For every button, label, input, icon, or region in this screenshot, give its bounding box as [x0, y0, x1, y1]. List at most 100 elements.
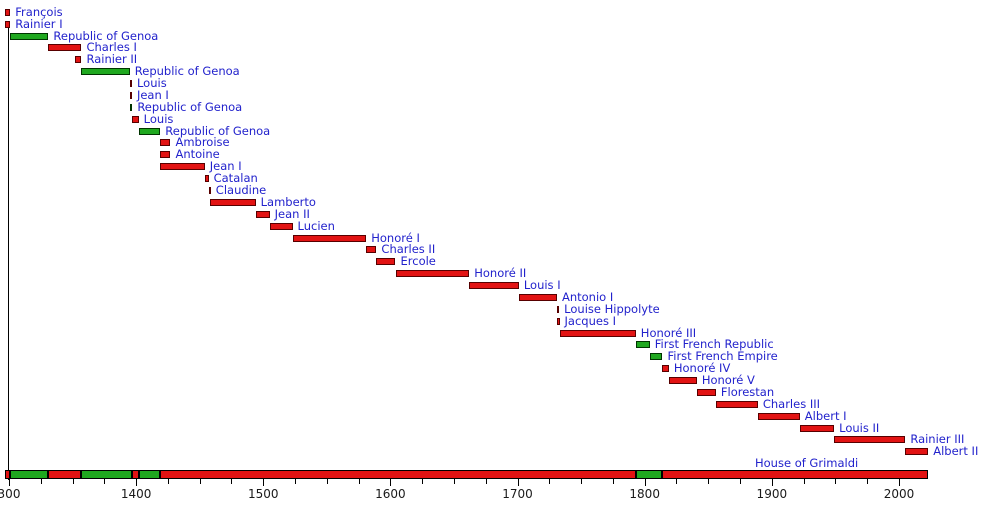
axis-tick-label: 1800	[629, 487, 660, 501]
y-axis-line	[8, 28, 9, 480]
axis-major-tick	[644, 479, 646, 486]
axis-minor-tick	[867, 479, 869, 484]
ruler-label[interactable]: Albert II	[933, 444, 979, 459]
reign-bar	[75, 56, 82, 64]
axis-minor-tick	[676, 479, 678, 484]
ruler-label[interactable]: Lucien	[297, 218, 335, 233]
axis-minor-tick	[835, 479, 837, 484]
axis-minor-tick	[358, 479, 360, 484]
ruler-label[interactable]: Louis I	[523, 278, 561, 293]
ruler-label[interactable]: Rainier I	[15, 16, 63, 31]
ruler-label[interactable]: Rainier III	[910, 432, 965, 447]
axis-tick-label: 1700	[502, 487, 533, 501]
axis-major-tick	[9, 479, 10, 486]
reign-bar	[715, 400, 758, 408]
ruler-label[interactable]: First French Empire	[667, 349, 778, 364]
ruler-label[interactable]: Louis	[143, 111, 174, 126]
reign-bar	[469, 282, 519, 290]
axis-tick-label: 1600	[375, 487, 406, 501]
ruler-label[interactable]: Albert I	[804, 408, 847, 423]
ruler-label[interactable]: Honoré I	[371, 230, 420, 245]
ruler-label[interactable]: Antonio I	[561, 289, 614, 304]
ruler-label[interactable]: Honoré V	[701, 373, 755, 388]
reign-bar	[209, 198, 256, 206]
axis-major-tick	[390, 479, 392, 486]
reign-bar	[292, 234, 367, 242]
ruler-label[interactable]: Claudine	[215, 183, 267, 197]
ruler-label[interactable]: Antoine	[175, 147, 220, 162]
house-bar-segment	[160, 470, 636, 479]
axis-major-tick	[263, 479, 265, 486]
reign-bar	[269, 222, 293, 230]
reign-bar	[662, 365, 669, 373]
reign-bar	[129, 91, 132, 99]
ruler-label[interactable]: Rainier II	[86, 52, 138, 67]
reign-bar	[518, 293, 557, 301]
reign-bar	[696, 388, 716, 396]
reign-bar	[905, 448, 929, 456]
axis-minor-tick	[453, 479, 455, 484]
ruler-label[interactable]: François	[15, 4, 63, 19]
axis-minor-tick	[295, 479, 297, 484]
axis-minor-tick	[199, 479, 201, 484]
ruler-label[interactable]: Jean I	[209, 159, 242, 174]
axis-minor-tick	[104, 479, 106, 484]
ruler-label[interactable]: Honoré III	[640, 325, 697, 340]
ruler-label[interactable]: Republic of Genoa	[134, 64, 240, 79]
ruler-label[interactable]: Louise Hippolyte	[564, 301, 660, 316]
reign-bar	[649, 353, 663, 361]
reign-bar	[559, 329, 636, 337]
reign-bar	[834, 436, 906, 444]
ruler-label[interactable]: Charles I	[86, 40, 137, 55]
house-bar-segment	[81, 470, 133, 479]
ruler-label[interactable]: Honoré IV	[673, 361, 731, 376]
house-bar-segment	[10, 470, 49, 479]
ruler-label[interactable]: Catalan	[213, 171, 258, 186]
axis-minor-tick	[708, 479, 710, 484]
reign-bar	[132, 115, 139, 123]
house-bar-segment	[138, 470, 161, 479]
ruler-label[interactable]: First French Republic	[654, 337, 774, 352]
axis-tick-label: 1500	[247, 487, 279, 501]
axis-major-tick	[898, 479, 900, 486]
reign-bar	[635, 341, 650, 349]
ruler-label[interactable]: Florestan	[720, 384, 775, 399]
reign-bar	[160, 151, 171, 159]
ruler-label[interactable]: Republic of Genoa	[165, 123, 271, 138]
ruler-label[interactable]: Louis II	[839, 420, 880, 435]
house-bar-segment	[635, 470, 663, 479]
reign-bar	[366, 246, 377, 254]
axis-tick-label: 1900	[756, 487, 788, 501]
ruler-label[interactable]: Lamberto	[260, 194, 316, 209]
axis-minor-tick	[167, 479, 169, 484]
house-bar-segment	[48, 470, 82, 479]
ruler-label[interactable]: Ercole	[400, 254, 436, 269]
axis-tick-label: 2000	[883, 487, 915, 501]
reign-bar	[160, 139, 171, 147]
ruler-label[interactable]: Louis	[136, 76, 167, 91]
axis-tick-label: 1400	[120, 487, 152, 501]
ruler-label[interactable]: Republic of Genoa	[137, 99, 243, 114]
ruler-label[interactable]: Ambroise	[175, 135, 230, 150]
axis-major-tick	[136, 479, 138, 486]
house-of-grimaldi-label[interactable]: House of Grimaldi	[755, 456, 859, 470]
ruler-label[interactable]: Charles III	[762, 396, 821, 411]
axis-minor-tick	[40, 479, 42, 484]
house-bar-segment	[662, 470, 929, 479]
ruler-label[interactable]: Republic of Genoa	[53, 28, 159, 43]
axis-major-tick	[517, 479, 519, 486]
reign-bar	[799, 424, 835, 432]
reign-bar	[255, 210, 270, 218]
reign-bar	[556, 305, 560, 313]
ruler-label[interactable]: Jean I	[136, 87, 169, 102]
reign-bar	[5, 20, 11, 28]
ruler-label[interactable]: Jacques I	[564, 313, 616, 328]
reign-bar	[208, 187, 211, 194]
axis-minor-tick	[72, 479, 74, 484]
axis-major-tick	[771, 479, 773, 486]
ruler-label[interactable]: Jean II	[274, 206, 310, 221]
reign-bar	[376, 258, 396, 266]
ruler-label[interactable]: Charles II	[381, 242, 436, 257]
reign-bar	[395, 270, 470, 278]
ruler-label[interactable]: Honoré II	[474, 266, 527, 281]
